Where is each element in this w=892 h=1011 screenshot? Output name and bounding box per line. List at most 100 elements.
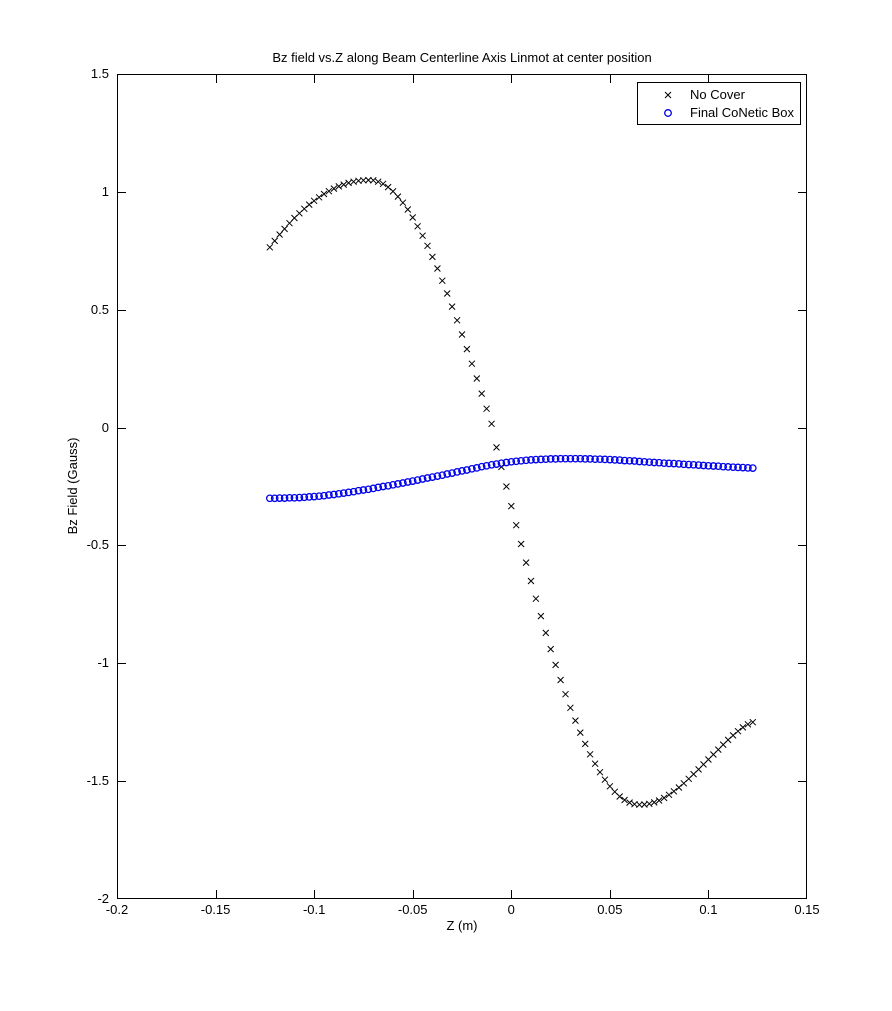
data-point-o <box>320 491 328 500</box>
data-point-o <box>512 457 521 466</box>
data-point-x <box>379 180 387 188</box>
axes-box <box>117 74 807 899</box>
x-tick-label: 0.15 <box>794 902 820 917</box>
legend-label-no-cover: No Cover <box>690 87 745 102</box>
data-point-o <box>699 461 708 470</box>
data-point-x <box>503 483 510 490</box>
data-point-x <box>655 797 663 804</box>
data-point-x <box>739 724 747 731</box>
data-point-x <box>399 199 407 207</box>
data-point-o <box>448 469 456 477</box>
data-point-o <box>468 464 476 473</box>
x-tick-label: -0.05 <box>397 902 428 917</box>
data-point-o <box>551 455 560 463</box>
plot-canvas <box>117 74 807 899</box>
data-point-o <box>675 460 683 468</box>
data-point-x <box>276 231 283 238</box>
y-tick-label: 1.5 <box>90 66 109 81</box>
data-point-x <box>522 559 530 566</box>
data-point-o <box>433 472 442 480</box>
data-point-x <box>483 405 490 413</box>
data-point-x <box>488 420 495 428</box>
data-point-x <box>419 232 426 240</box>
data-point-x <box>404 206 412 213</box>
x-tick-label: 0.1 <box>699 902 718 917</box>
data-point-o <box>443 470 452 478</box>
data-point-x <box>345 179 352 187</box>
data-point-o <box>497 459 506 468</box>
x-marker-icon <box>638 88 690 102</box>
data-point-o <box>719 462 728 471</box>
data-point-x <box>626 799 633 806</box>
data-point-x <box>512 521 520 529</box>
data-point-o <box>704 461 713 470</box>
data-point-o <box>620 456 629 465</box>
data-point-x <box>581 740 589 748</box>
data-point-o <box>453 468 461 476</box>
data-point-o <box>606 455 614 464</box>
data-point-o <box>689 460 698 469</box>
data-point-x <box>586 750 594 758</box>
data-point-x <box>438 277 446 285</box>
data-point-x <box>532 595 540 603</box>
data-point-o <box>339 489 348 497</box>
data-point-o <box>532 455 540 464</box>
data-point-o <box>684 460 693 469</box>
data-point-o <box>418 475 427 483</box>
data-point-o <box>310 492 318 501</box>
data-point-x <box>665 791 673 799</box>
data-point-x <box>552 661 559 669</box>
x-tick-label: 0 <box>507 902 515 917</box>
data-point-o <box>739 463 747 472</box>
data-point-x <box>369 176 377 184</box>
data-point-x <box>335 183 343 190</box>
legend: No Cover Final CoNetic Box <box>637 82 801 125</box>
data-point-o <box>379 482 387 491</box>
data-point-o <box>413 476 422 484</box>
data-point-x <box>606 782 614 790</box>
data-point-x <box>537 612 545 620</box>
data-point-o <box>423 474 432 482</box>
data-point-o <box>482 461 491 470</box>
data-point-x <box>601 776 609 784</box>
data-point-x <box>458 331 466 338</box>
axis-ticks <box>117 74 806 898</box>
data-point-x <box>374 178 382 186</box>
legend-entry-no-cover: No Cover <box>638 86 800 104</box>
data-point-x <box>591 760 599 768</box>
data-point-o <box>734 463 742 472</box>
data-point-o <box>477 462 486 471</box>
data-point-x <box>562 690 569 698</box>
data-point-o <box>374 483 383 492</box>
data-point-x <box>596 768 604 776</box>
x-tick-label: -0.15 <box>200 902 231 917</box>
data-point-o <box>709 462 718 470</box>
data-point-o <box>349 487 358 496</box>
data-point-x <box>325 187 333 195</box>
data-point-o <box>295 493 304 502</box>
data-point-x <box>310 197 318 205</box>
data-point-o <box>571 454 580 463</box>
data-point-o <box>694 461 703 469</box>
data-point-o <box>403 478 412 486</box>
data-point-o <box>290 493 299 502</box>
data-point-o <box>576 454 585 463</box>
data-point-x <box>572 717 579 724</box>
data-point-o <box>472 464 481 472</box>
data-point-o <box>630 457 639 465</box>
y-tick-label: -1.5 <box>86 773 109 789</box>
y-tick-label: 0 <box>101 419 109 435</box>
data-point-x <box>266 243 274 251</box>
data-point-o <box>384 481 392 490</box>
data-point-x <box>443 290 451 297</box>
data-point-x <box>616 793 624 800</box>
data-point-o <box>364 485 373 494</box>
data-point-x <box>645 800 653 808</box>
y-tick-label: 0.5 <box>90 301 109 317</box>
data-point-o <box>408 477 417 485</box>
data-point-x <box>636 801 643 809</box>
data-point-o <box>744 464 752 472</box>
data-point-x <box>744 720 752 728</box>
data-point-o <box>556 454 565 463</box>
